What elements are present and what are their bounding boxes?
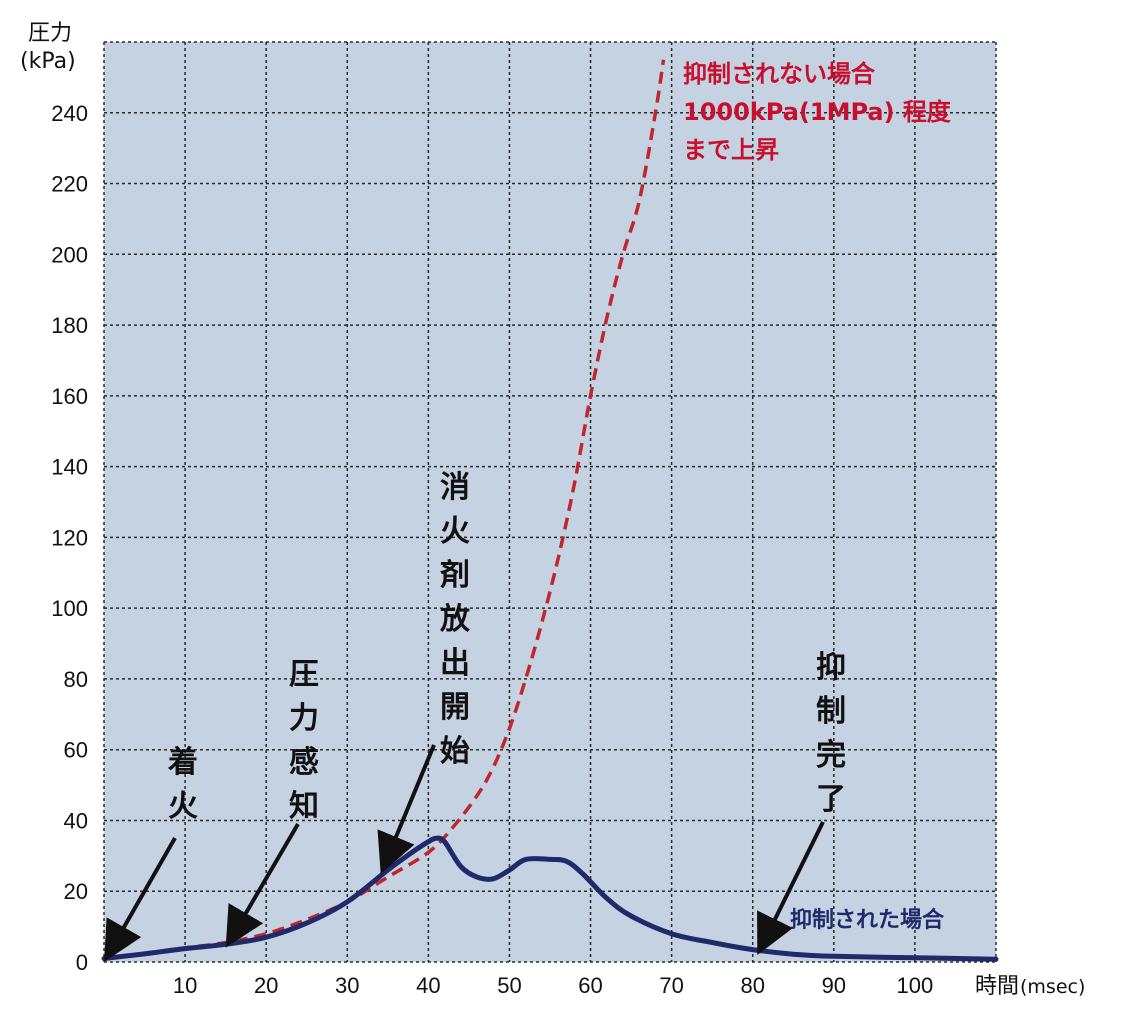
annotation-char: 完 (816, 738, 846, 773)
x-tick-label: 20 (254, 973, 278, 998)
y-tick-label: 220 (51, 172, 88, 197)
x-tick-label: 70 (659, 973, 683, 998)
x-tick-labels: 10 20 30 40 50 60 70 80 90 100 (173, 973, 933, 998)
annotation-arrow (757, 821, 825, 956)
x-tick-label: 40 (416, 973, 440, 998)
y-axis-label: 圧力 (28, 21, 72, 46)
x-tick-label: 50 (497, 973, 521, 998)
annotation-char: 出 (440, 646, 470, 681)
annotation-char: 力 (289, 701, 319, 736)
annotation-char: 消 (440, 470, 470, 505)
y-tick-label: 120 (51, 525, 88, 550)
blue-note-label: 抑制された場合 (790, 907, 945, 933)
annotation-arrow (104, 837, 177, 962)
annotation-char: 知 (289, 789, 319, 824)
y-tick-label: 200 (51, 242, 88, 267)
x-tick-label: 60 (578, 973, 602, 998)
y-tick-label: 20 (64, 879, 88, 904)
annotation-char: 火 (168, 789, 198, 824)
annotation-char: 開 (440, 690, 470, 725)
series-line-suppressed (101, 835, 999, 962)
y-tick-label: 240 (51, 101, 88, 126)
annotation-char: 火 (440, 514, 470, 549)
red-note-line-1: 抑制されない場合 (683, 60, 876, 88)
y-tick-label: 160 (51, 384, 88, 409)
red-note-line-3: まで上昇 (683, 136, 779, 164)
plot-area (104, 42, 996, 962)
gridlines (103, 41, 997, 963)
y-tick-label: 0 (76, 950, 88, 975)
x-tick-label: 80 (740, 973, 764, 998)
x-tick-label: 10 (173, 973, 197, 998)
y-tick-label: 80 (64, 667, 88, 692)
y-axis-unit: (kPa) (20, 49, 76, 74)
y-tick-label: 40 (64, 808, 88, 833)
x-tick-label: 30 (335, 973, 359, 998)
y-tick-labels: 0 20 40 60 80 100 120 140 160 180 200 220 240 (51, 101, 88, 975)
x-tick-label: 90 (822, 973, 846, 998)
y-tick-label: 140 (51, 455, 88, 480)
annotation-char: 了 (816, 782, 846, 817)
annotation-char: 着 (168, 745, 198, 780)
x-axis-unit: (msec) (1020, 976, 1085, 998)
red-note-line-2: 1000kPa(1MPa) 程度 (683, 98, 952, 126)
x-tick-label: 100 (897, 973, 934, 998)
annotation-char: 圧 (289, 657, 319, 692)
annotation-arrows (104, 744, 825, 962)
annotation-char: 始 (440, 734, 470, 769)
y-tick-label: 180 (51, 313, 88, 338)
y-tick-label: 60 (64, 738, 88, 763)
annotation-arrow (377, 744, 436, 874)
y-tick-label: 100 (51, 596, 88, 621)
x-axis-label: 時間 (975, 974, 1019, 999)
annotation-arrow (225, 822, 300, 948)
annotation-char: 抑 (816, 650, 846, 685)
annotation-char: 制 (816, 694, 846, 729)
annotation-char: 放 (439, 602, 471, 637)
annotation-char: 感 (289, 745, 319, 780)
annotation-char: 剤 (439, 558, 470, 593)
